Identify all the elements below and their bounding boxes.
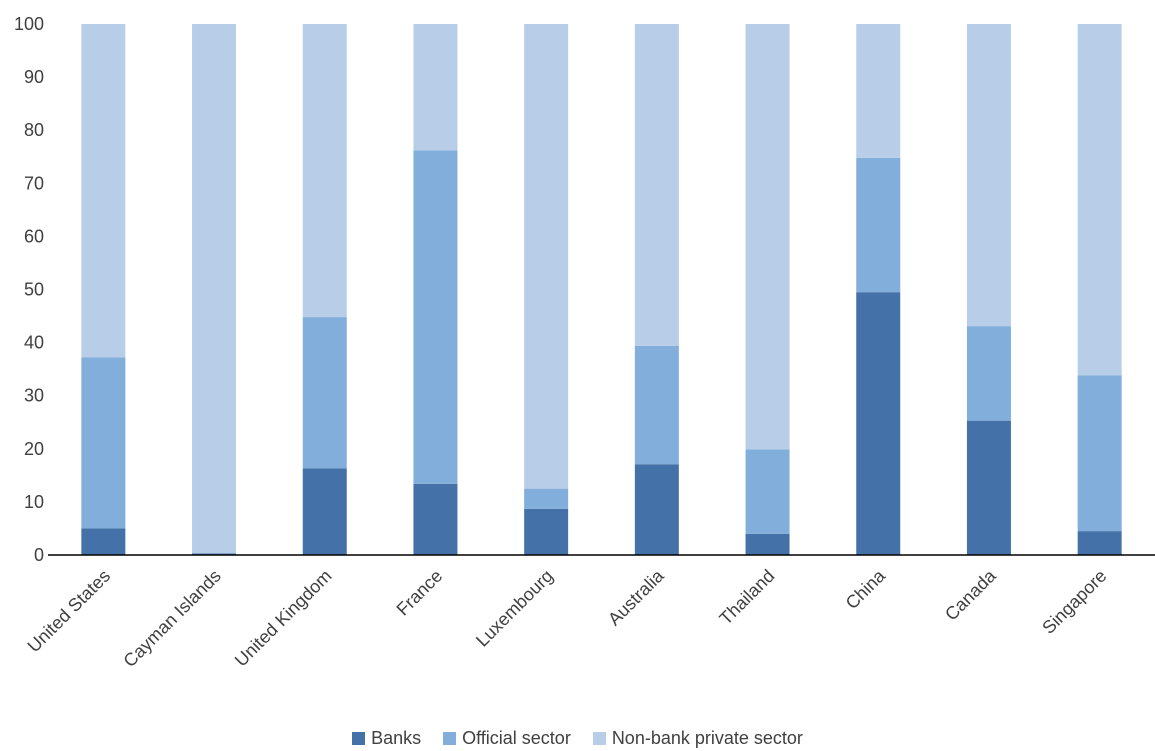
bar-segment [413, 150, 458, 484]
bar-segment [302, 24, 347, 318]
legend: Banks Official sector Non-bank private s… [0, 728, 1155, 749]
y-tick-label: 20 [24, 439, 44, 459]
bar-segment [192, 24, 237, 554]
bar-segment [1077, 531, 1122, 555]
bar-segment [745, 24, 790, 450]
x-tick-label: Cayman Islands [119, 566, 224, 671]
bar-segment [524, 488, 569, 509]
legend-item-official-sector: Official sector [443, 728, 571, 749]
bar-segment [856, 292, 901, 555]
y-tick-label: 30 [24, 386, 44, 406]
bar-segment [81, 357, 126, 529]
y-tick-label: 80 [24, 120, 44, 140]
bar-segment [302, 468, 347, 555]
bar-segment [1077, 24, 1122, 376]
x-tick-label: Australia [604, 565, 668, 629]
legend-swatch-official-sector [443, 732, 457, 745]
bar-segment [634, 464, 679, 555]
y-tick-label: 10 [24, 492, 44, 512]
bar-segment [524, 508, 569, 555]
y-axis-ticks: 0 10 20 30 40 50 60 70 80 90 100 [14, 14, 44, 565]
bar-segment [302, 317, 347, 469]
bar-segment [1077, 375, 1122, 532]
y-tick-label: 60 [24, 226, 44, 246]
x-tick-label: Thailand [715, 566, 778, 629]
legend-item-non-bank: Non-bank private sector [592, 728, 803, 749]
y-tick-label: 50 [24, 280, 44, 300]
legend-swatch-banks [352, 732, 366, 745]
legend-swatch-non-bank [592, 732, 606, 745]
bar-segment [81, 528, 126, 555]
bar-segment [192, 553, 237, 555]
legend-label-official-sector: Official sector [462, 728, 571, 748]
y-tick-label: 100 [14, 14, 44, 34]
x-tick-label: France [393, 566, 447, 620]
bar-segment [413, 24, 458, 151]
bar-segment [745, 449, 790, 534]
y-tick-label: 90 [24, 67, 44, 87]
x-axis-tick-labels: United States Cayman Islands United Kingdo… [24, 565, 1111, 671]
bar-segment [413, 483, 458, 555]
bar-segment [966, 24, 1011, 327]
legend-label-banks: Banks [371, 728, 422, 748]
y-tick-label: 40 [24, 333, 44, 353]
bar-segment [634, 24, 679, 346]
bar-segment [524, 24, 569, 489]
bar-segment [745, 533, 790, 555]
y-tick-label: 0 [34, 545, 44, 565]
x-tick-label: Canada [941, 565, 1000, 624]
y-tick-label: 70 [24, 173, 44, 193]
bar-segment [856, 157, 901, 293]
x-tick-label: Singapore [1038, 566, 1110, 638]
x-tick-label: United Kingdom [231, 566, 336, 671]
x-tick-label: China [842, 565, 890, 613]
x-tick-label: United States [24, 566, 115, 657]
bar-segment [634, 345, 679, 465]
x-tick-label: Luxembourg [472, 566, 557, 651]
bar-segment [966, 420, 1011, 555]
bar-segments [81, 24, 1122, 555]
bar-segment [81, 24, 126, 358]
bar-segment [856, 24, 901, 158]
bar-segment [966, 326, 1011, 421]
legend-item-banks: Banks [352, 728, 421, 749]
legend-label-non-bank: Non-bank private sector [611, 728, 803, 748]
